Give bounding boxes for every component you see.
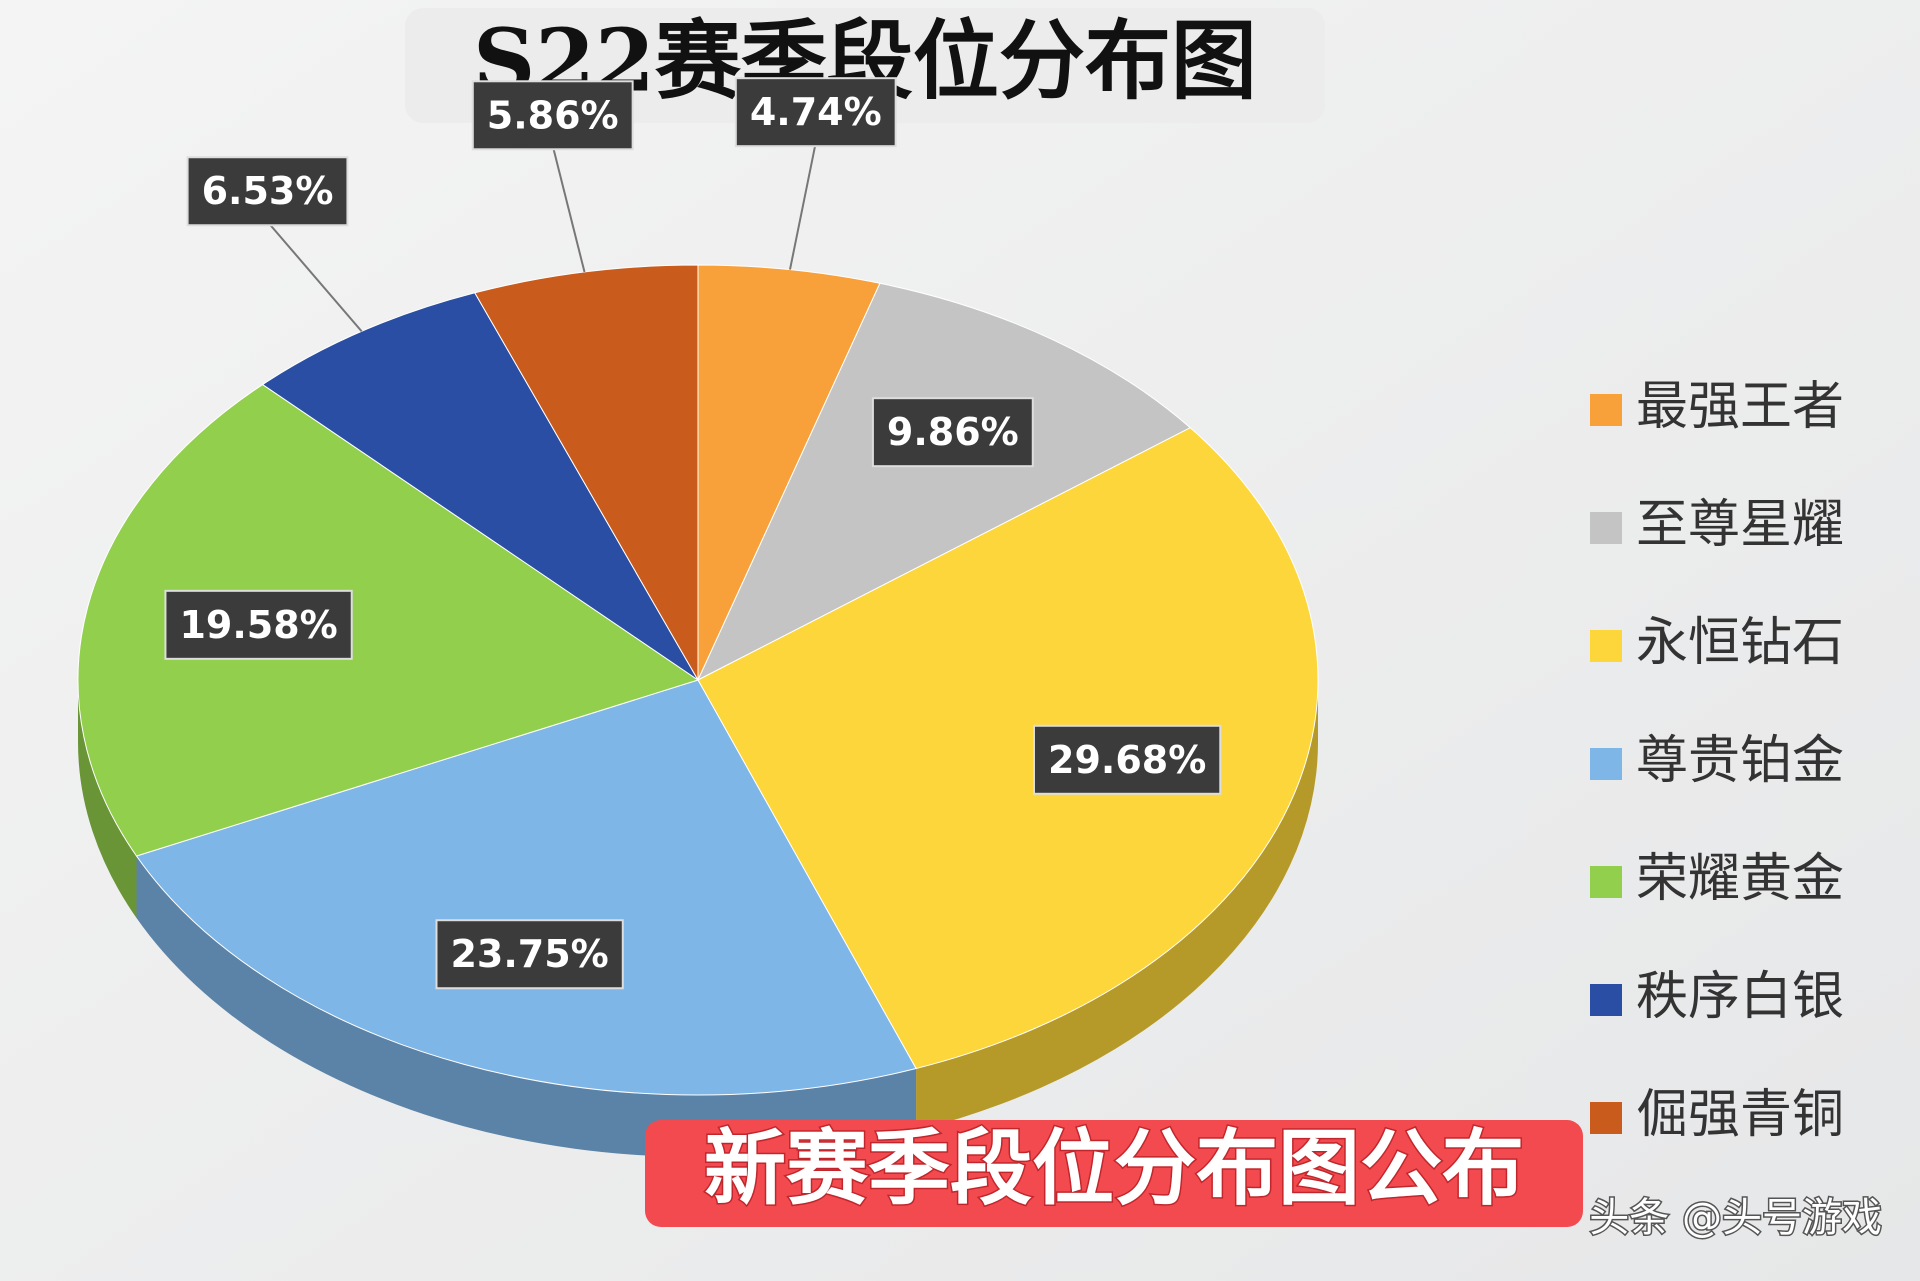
value-label: 29.68% (1048, 738, 1206, 782)
value-label: 4.74% (750, 90, 882, 134)
value-label-box (871, 397, 1034, 468)
pie (77, 264, 1319, 1157)
banner-text: 新赛季段位分布图公布 (704, 1120, 1524, 1216)
watermark: 头条 @头号游戏 (1589, 1195, 1882, 1241)
legend-label: 永恒钻石 (1636, 613, 1844, 673)
pie-slice (135, 679, 917, 1096)
legend-swatch (1590, 984, 1622, 1016)
pie-slice (697, 427, 1319, 1070)
pie-slice (261, 292, 699, 681)
value-label: 23.75% (450, 932, 608, 976)
pie-slice (697, 264, 881, 681)
title-box (405, 8, 1325, 123)
labels: 4.74% 9.86% 29.68% 23.75% 19.58% 6.53% 5.86% (164, 77, 1222, 990)
value-label: 6.53% (202, 169, 334, 213)
value-label: 5.86% (487, 93, 619, 137)
value-label: 9.86% (887, 410, 1019, 454)
legend-swatch (1590, 1102, 1622, 1134)
pie-slice (696, 282, 1192, 682)
banner-box (645, 1120, 1583, 1227)
leader-line (266, 221, 363, 333)
legend-label: 至尊星耀 (1636, 495, 1844, 555)
value-label-box (435, 919, 624, 990)
legend-swatch (1590, 512, 1622, 544)
value-label-box (1033, 724, 1222, 795)
value-label-box (164, 589, 353, 660)
legend-label: 秩序白银 (1636, 967, 1844, 1027)
pie-slice (77, 383, 700, 857)
legend-swatch (1590, 748, 1622, 780)
value-label: 19.58% (179, 603, 337, 647)
leader-line (789, 142, 817, 270)
legend-swatch (1590, 866, 1622, 898)
legend-label: 倔强青铜 (1636, 1085, 1844, 1145)
value-label-box (471, 80, 634, 151)
pie-side (78, 680, 137, 918)
legend-swatch (1590, 394, 1622, 426)
pie-side (916, 680, 1318, 1131)
value-label-box (734, 77, 897, 148)
legend-label: 最强王者 (1636, 377, 1844, 437)
value-label-box (186, 156, 349, 227)
legend-label: 荣耀黄金 (1636, 849, 1844, 909)
leader-line (551, 145, 586, 273)
legend-label: 尊贵铂金 (1636, 731, 1844, 791)
legend-swatch (1590, 630, 1622, 662)
